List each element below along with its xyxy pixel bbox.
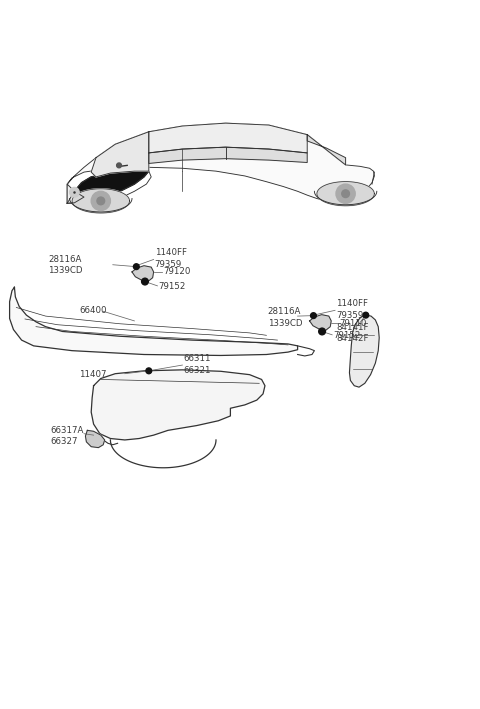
Circle shape (342, 190, 349, 198)
Circle shape (146, 368, 152, 374)
Text: 79152: 79152 (158, 282, 186, 291)
Circle shape (142, 278, 148, 285)
Polygon shape (149, 147, 307, 164)
Polygon shape (307, 135, 346, 165)
Circle shape (97, 197, 105, 205)
Circle shape (133, 264, 139, 269)
Polygon shape (10, 287, 298, 355)
Polygon shape (349, 315, 379, 387)
Circle shape (336, 184, 355, 203)
Text: 28116A
1339CD: 28116A 1339CD (268, 307, 302, 328)
Polygon shape (67, 171, 149, 203)
Polygon shape (72, 189, 130, 213)
Circle shape (311, 313, 316, 318)
Polygon shape (91, 132, 149, 177)
Text: 1140FF
79359: 1140FF 79359 (155, 248, 187, 269)
Polygon shape (91, 370, 265, 440)
Text: 84141F
84142F: 84141F 84142F (336, 323, 369, 343)
Text: 11407: 11407 (79, 370, 107, 379)
Polygon shape (67, 123, 374, 203)
Text: 79152: 79152 (333, 331, 360, 340)
Text: 79110: 79110 (339, 319, 367, 328)
Polygon shape (310, 315, 331, 330)
Circle shape (70, 187, 79, 197)
Circle shape (117, 163, 121, 168)
Polygon shape (132, 266, 154, 281)
Text: 66317A
66327: 66317A 66327 (50, 426, 84, 447)
Text: 79120: 79120 (163, 267, 191, 277)
Polygon shape (85, 430, 105, 447)
Circle shape (91, 191, 110, 211)
Polygon shape (67, 184, 84, 203)
Polygon shape (149, 123, 307, 153)
Text: 1140FF
79359: 1140FF 79359 (336, 299, 368, 320)
Text: 66400: 66400 (79, 306, 107, 316)
Circle shape (319, 328, 325, 335)
Circle shape (363, 312, 369, 318)
Text: 28116A
1339CD: 28116A 1339CD (48, 255, 83, 275)
Polygon shape (317, 182, 374, 206)
Text: 66311
66321: 66311 66321 (183, 354, 211, 375)
